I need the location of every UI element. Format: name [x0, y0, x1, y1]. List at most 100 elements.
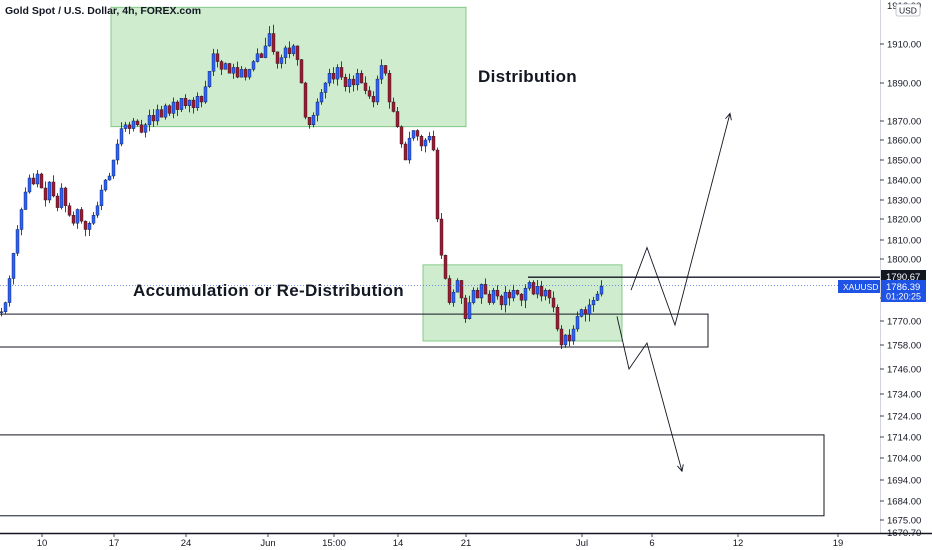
candle-body-41	[163, 105, 168, 118]
x-tick-label-0: 10	[37, 538, 48, 549]
zone-outline-2	[0, 313, 709, 348]
candle-body-71	[283, 47, 288, 58]
candle-body-142	[567, 334, 572, 342]
candle-body-130	[519, 293, 524, 301]
candle-body-103	[411, 130, 416, 139]
x-tick-label-7: Jul	[576, 538, 588, 549]
y-tick-label-17: 1704.00	[887, 454, 921, 465]
candle-body-19	[75, 209, 80, 224]
candle-body-136	[543, 290, 548, 297]
zone-outline-3	[0, 434, 825, 517]
time-scale[interactable]: 10 17 24 Jun 15:00 14 21 Jul 6 12 19	[37, 533, 844, 549]
x-tick-label-9: 12	[733, 538, 744, 549]
candle-body-95	[379, 65, 384, 80]
candle-body-116	[463, 297, 468, 319]
candle-body-119	[475, 290, 480, 299]
candle-body-81	[323, 82, 328, 93]
candle-body-5	[19, 209, 24, 230]
candle-body-14	[55, 195, 60, 208]
annotation-distribution: Distribution	[478, 67, 577, 86]
candle-body-80	[319, 92, 324, 103]
candle-body-117	[467, 302, 472, 319]
candle-body-124	[495, 290, 500, 297]
candle-body-28	[111, 159, 116, 177]
candle-body-42	[167, 105, 172, 114]
x-tick-label-8: 6	[649, 538, 654, 549]
candle-body-18	[71, 214, 76, 224]
symbol-label-box	[838, 280, 880, 293]
candle-body-122	[487, 293, 492, 303]
candle-body-31	[123, 124, 128, 129]
y-tick-label-2: 1870.00	[887, 117, 921, 128]
candle-body-145	[579, 309, 584, 317]
candle-body-99	[395, 111, 400, 127]
candle-body-22	[87, 222, 92, 230]
candle-body-115	[459, 280, 464, 299]
candle-body-51	[203, 86, 208, 103]
candle-body-150	[599, 286, 604, 295]
x-tick-label-6: 21	[461, 538, 472, 549]
candle-body-94	[375, 78, 380, 103]
level-label: 1790.67	[886, 272, 920, 283]
candle-body-67	[267, 33, 272, 47]
bearish-path-arrowhead	[677, 464, 684, 473]
candle-body-86	[343, 76, 348, 88]
candle-body-39	[155, 109, 160, 122]
candle-body-66	[263, 45, 268, 58]
candle-body-107	[427, 135, 432, 141]
candle-body-79	[315, 101, 320, 116]
candle-body-40	[159, 109, 164, 118]
bearish-path	[616, 316, 683, 472]
y-tick-label-8: 1810.00	[887, 236, 921, 247]
candle-body-21	[83, 220, 88, 230]
levels-layer	[0, 276, 880, 286]
candle-body-76	[303, 82, 308, 118]
candle-body-44	[175, 101, 180, 110]
y-tick-label-6: 1830.00	[887, 196, 921, 207]
candle-body-146	[583, 309, 588, 315]
candle-body-59	[235, 67, 240, 78]
level-label-box	[881, 270, 926, 283]
price-scale[interactable]: 1910.00 1890.00 1870.00 1860.00 1850.00 1840.…	[880, 40, 921, 527]
candle-body-33	[131, 120, 136, 129]
candle-body-15	[59, 187, 64, 208]
candle-body-50	[199, 96, 204, 103]
candle-body-38	[151, 115, 156, 122]
y-tick-bottom-partial: 1670.70	[887, 528, 921, 539]
y-tick-label-7: 1820.00	[887, 215, 921, 226]
candle-body-11	[43, 187, 48, 201]
candle-body-3	[11, 253, 16, 279]
candle-body-90	[359, 73, 364, 84]
candle-body-98	[391, 101, 396, 112]
currency-badge-box[interactable]	[895, 3, 921, 17]
candle-body-75	[299, 59, 304, 84]
candle-body-91	[363, 82, 368, 91]
y-tick-label-19: 1684.00	[887, 497, 921, 508]
candle-body-46	[183, 97, 188, 106]
candle-body-37	[147, 115, 152, 126]
candle-body-12	[47, 181, 52, 201]
candle-body-118	[471, 290, 476, 303]
candle-body-121	[483, 284, 488, 295]
y-tick-label-12: 1758.00	[887, 341, 921, 352]
current-price-box	[881, 280, 926, 302]
candle-body-96	[383, 65, 388, 74]
candle-body-2	[7, 278, 12, 303]
candle-body-102	[407, 137, 412, 161]
candle-body-108	[431, 135, 436, 151]
candle-body-125	[499, 295, 504, 306]
candle-body-138	[551, 297, 556, 308]
y-tick-label-5: 1840.00	[887, 176, 921, 187]
candle-body-85	[339, 67, 344, 78]
candle-body-7	[27, 177, 32, 193]
candle-body-141	[563, 334, 568, 346]
candle-body-32	[127, 124, 132, 129]
bullish-path-arrowhead	[725, 112, 732, 121]
candle-body-6	[23, 191, 28, 210]
candle-body-97	[387, 73, 392, 103]
candle-body-128	[511, 290, 516, 299]
candle-body-1	[3, 302, 8, 313]
candle-body-29	[115, 143, 120, 161]
candle-body-55	[219, 61, 224, 70]
